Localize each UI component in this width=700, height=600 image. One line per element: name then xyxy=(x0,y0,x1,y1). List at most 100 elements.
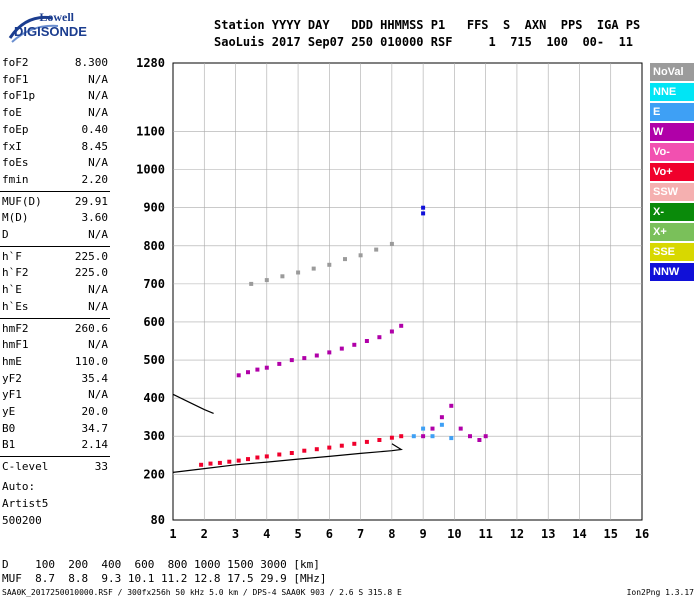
param-name: hmF1 xyxy=(2,338,29,352)
param-separator xyxy=(0,317,110,319)
header-line-1: Station YYYY DAY DDD HHMMSS P1 FFS S AXN… xyxy=(214,18,641,32)
echo-point xyxy=(468,434,472,439)
echo-point xyxy=(314,353,319,358)
param-row: yE 20.0 xyxy=(2,405,108,419)
echo-point xyxy=(421,434,426,439)
legend-item: SSE xyxy=(650,243,694,261)
y-tick-label: 300 xyxy=(143,429,165,443)
param-value: N/A xyxy=(88,299,108,313)
param-value: 20.0 xyxy=(81,405,109,418)
param-row: fmin 2.20 xyxy=(2,173,108,187)
plot-frame xyxy=(172,62,643,521)
echo-point xyxy=(339,443,344,448)
echo-point xyxy=(236,458,241,463)
echo-point xyxy=(477,438,482,442)
param-row: h`E N/A xyxy=(2,283,108,297)
param-row: yF1 N/A xyxy=(2,388,108,402)
param-name: fmin xyxy=(2,172,29,186)
param-name: fxI xyxy=(2,139,22,153)
echo-point xyxy=(249,281,254,286)
param-row: yF2 35.4 xyxy=(2,372,108,386)
echo-point xyxy=(430,434,435,439)
param-value: 225.0 xyxy=(74,249,108,263)
param-row: B0 34.7 xyxy=(2,422,108,436)
legend-item: X- xyxy=(650,203,694,221)
echo-point xyxy=(358,253,363,258)
param-row: D N/A xyxy=(2,228,108,242)
footer-distance-row: D 100 200 400 600 800 1000 1500 3000 [km… xyxy=(2,558,320,571)
echo-point xyxy=(264,454,269,459)
chart-points xyxy=(199,205,488,467)
echo-point xyxy=(255,455,260,460)
x-tick-label: 14 xyxy=(572,527,586,541)
y-tick-label: 600 xyxy=(143,315,165,329)
x-tick-label: 13 xyxy=(541,527,555,541)
echo-point xyxy=(364,439,369,444)
param-row: foF1 N/A xyxy=(2,73,108,87)
param-name: h`Es xyxy=(2,299,29,313)
param-value: 29.91 xyxy=(74,194,108,208)
y-tick-label: 1100 xyxy=(136,125,165,139)
param-value: 2.20 xyxy=(81,172,109,186)
x-tick-label: 1 xyxy=(169,527,176,541)
param-name: h`E xyxy=(2,283,22,297)
legend-item: W xyxy=(650,123,694,141)
param-row: C-level 33 xyxy=(2,460,108,474)
echo-point xyxy=(449,403,454,408)
param-value: 34.7 xyxy=(81,421,109,435)
legend-item: Vo+ xyxy=(650,163,694,181)
param-value: N/A xyxy=(88,338,108,352)
x-tick-label: 16 xyxy=(635,527,649,541)
param-row: M(D) 3.60 xyxy=(2,211,108,225)
echo-point xyxy=(377,438,382,442)
auto-label: Auto: xyxy=(2,480,36,493)
param-row: hmF2 260.6 xyxy=(2,322,108,336)
param-value: 225.0 xyxy=(74,266,108,280)
echo-point xyxy=(314,447,319,452)
param-name: h`F2 xyxy=(2,266,29,280)
echo-point xyxy=(264,365,269,370)
echo-point xyxy=(227,459,232,464)
param-name: MUF(D) xyxy=(2,194,42,208)
param-name: foEs xyxy=(2,156,29,170)
echo-point xyxy=(352,441,357,446)
param-name: yF2 xyxy=(2,371,22,385)
param-row: h`Es N/A xyxy=(2,300,108,314)
scaling-code: 500200 xyxy=(2,514,42,527)
echo-point xyxy=(439,415,444,420)
param-name: D xyxy=(2,228,9,241)
echo-point xyxy=(439,422,444,427)
param-name: yF1 xyxy=(2,388,22,402)
echo-point xyxy=(296,270,301,275)
param-separator xyxy=(0,245,110,247)
echo-point xyxy=(236,373,241,378)
echo-point xyxy=(399,434,404,439)
x-axis-ticks: 1 2 3 4 5 6 7 8 9 10 11 12 13 14 15 16 xyxy=(169,527,649,541)
echo-point xyxy=(302,448,307,453)
echo-point xyxy=(389,329,394,334)
echo-point xyxy=(208,461,213,466)
echo-point xyxy=(277,452,282,457)
x-tick-label: 12 xyxy=(510,527,524,541)
echo-point xyxy=(199,462,204,467)
echo-point xyxy=(430,426,435,431)
x-tick-label: 6 xyxy=(326,527,333,541)
software-version: Ion2Png 1.3.17 xyxy=(626,588,694,597)
param-row: foF1p N/A xyxy=(2,89,108,103)
legend-item: X+ xyxy=(650,223,694,241)
param-value: N/A xyxy=(88,283,108,297)
x-tick-label: 8 xyxy=(388,527,395,541)
echo-point xyxy=(289,451,294,455)
y-tick-label: 1000 xyxy=(136,163,165,177)
param-value: 0.40 xyxy=(81,122,109,136)
x-tick-label: 4 xyxy=(263,527,270,541)
x-tick-label: 5 xyxy=(294,527,301,541)
param-value: 35.4 xyxy=(81,371,109,385)
legend-item: Vo- xyxy=(650,143,694,161)
echo-point xyxy=(421,211,426,216)
y-tick-label: 900 xyxy=(143,201,165,215)
param-separator xyxy=(0,456,110,458)
echo-point xyxy=(217,460,222,465)
param-row: hmE 110.0 xyxy=(2,355,108,369)
param-value: 110.0 xyxy=(74,354,108,368)
